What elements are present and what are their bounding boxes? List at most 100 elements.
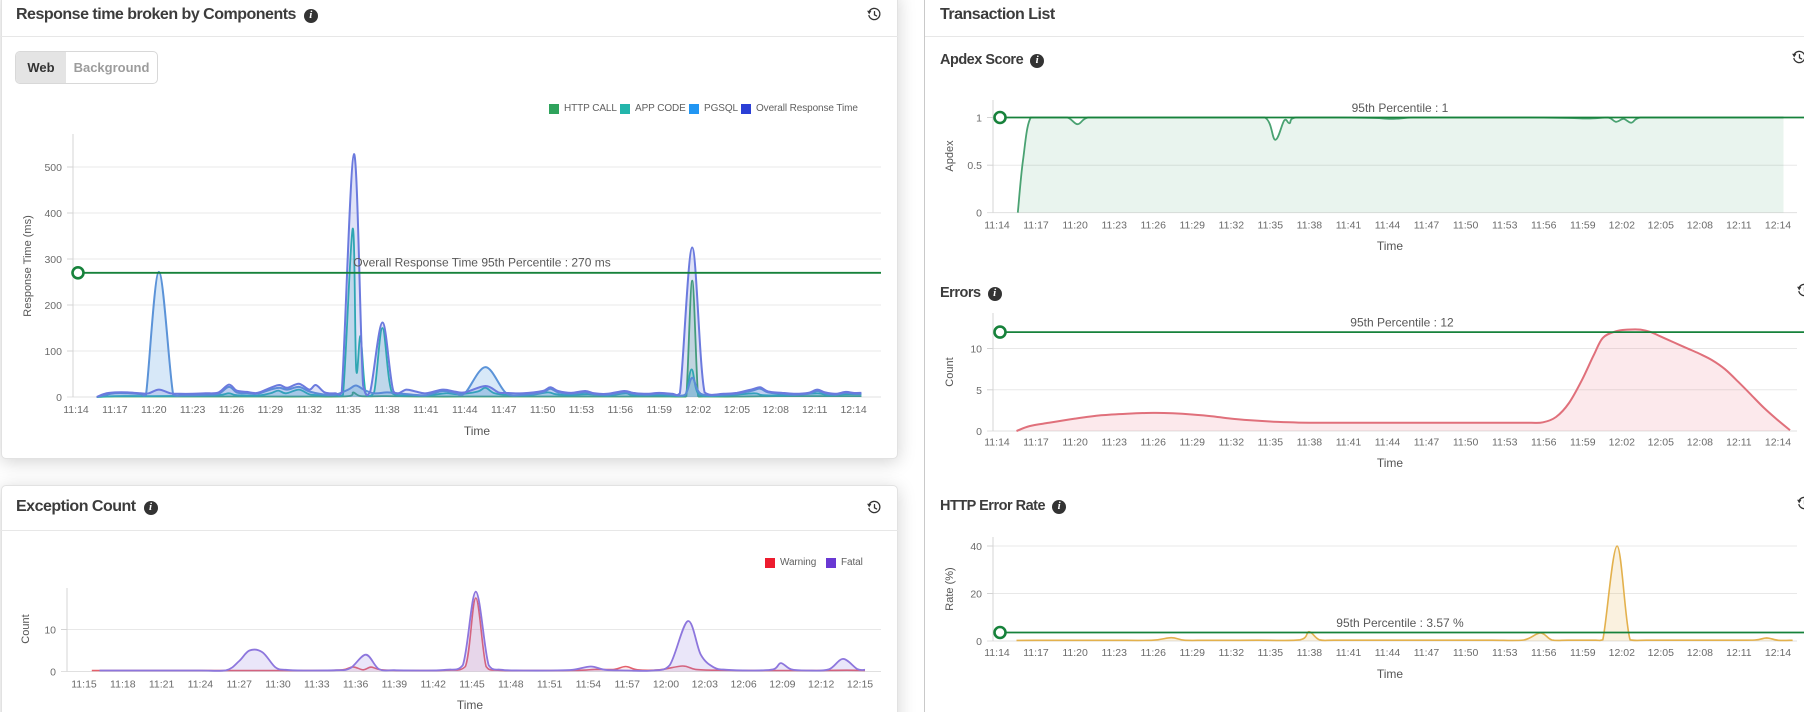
svg-text:0: 0 xyxy=(976,208,982,220)
svg-text:11:17: 11:17 xyxy=(1023,647,1049,659)
svg-text:95th Percentile : 3.57 %: 95th Percentile : 3.57 % xyxy=(1336,616,1464,630)
svg-text:12:08: 12:08 xyxy=(1687,647,1713,659)
svg-text:12:15: 12:15 xyxy=(847,679,873,691)
svg-text:11:38: 11:38 xyxy=(1297,437,1323,449)
svg-text:12:09: 12:09 xyxy=(769,679,795,691)
svg-text:12:11: 12:11 xyxy=(1726,647,1752,659)
svg-text:11:29: 11:29 xyxy=(258,404,284,416)
svg-text:10: 10 xyxy=(44,625,56,637)
svg-text:12:00: 12:00 xyxy=(653,679,679,691)
svg-text:11:26: 11:26 xyxy=(1140,647,1166,659)
svg-text:11:23: 11:23 xyxy=(1101,437,1127,449)
svg-text:11:51: 11:51 xyxy=(537,679,563,691)
svg-text:11:44: 11:44 xyxy=(1375,647,1401,659)
svg-text:12:03: 12:03 xyxy=(692,679,718,691)
svg-text:Time: Time xyxy=(1377,239,1404,253)
svg-text:11:20: 11:20 xyxy=(1062,220,1088,232)
svg-text:11:56: 11:56 xyxy=(1531,437,1557,449)
svg-text:11:41: 11:41 xyxy=(413,404,439,416)
svg-text:12:11: 12:11 xyxy=(1726,220,1752,232)
svg-text:Overall Response Time 95th Per: Overall Response Time 95th Percentile : … xyxy=(353,256,610,270)
svg-text:11:27: 11:27 xyxy=(226,679,252,691)
svg-text:11:14: 11:14 xyxy=(984,437,1010,449)
svg-text:12:08: 12:08 xyxy=(1687,437,1713,449)
svg-text:11:20: 11:20 xyxy=(1062,437,1088,449)
svg-text:12:02: 12:02 xyxy=(1609,647,1635,659)
svg-text:11:56: 11:56 xyxy=(1531,647,1557,659)
svg-text:1: 1 xyxy=(976,113,982,125)
svg-text:11:53: 11:53 xyxy=(1492,647,1518,659)
svg-text:11:26: 11:26 xyxy=(1140,437,1166,449)
svg-text:Apdex: Apdex xyxy=(944,140,956,172)
svg-text:11:17: 11:17 xyxy=(1023,437,1049,449)
svg-text:11:32: 11:32 xyxy=(1219,647,1245,659)
svg-text:11:41: 11:41 xyxy=(1336,437,1362,449)
svg-text:11:18: 11:18 xyxy=(110,679,136,691)
svg-text:12:06: 12:06 xyxy=(730,679,756,691)
svg-text:11:32: 11:32 xyxy=(297,404,323,416)
svg-text:12:05: 12:05 xyxy=(724,404,750,416)
svg-text:12:05: 12:05 xyxy=(1648,437,1674,449)
svg-text:11:50: 11:50 xyxy=(1453,647,1479,659)
svg-text:11:24: 11:24 xyxy=(188,679,214,691)
svg-text:11:47: 11:47 xyxy=(1414,437,1440,449)
svg-text:11:29: 11:29 xyxy=(1179,437,1205,449)
svg-text:12:11: 12:11 xyxy=(1726,437,1752,449)
svg-text:11:41: 11:41 xyxy=(1336,647,1362,659)
svg-text:500: 500 xyxy=(44,162,62,174)
svg-text:11:48: 11:48 xyxy=(498,679,524,691)
svg-text:11:54: 11:54 xyxy=(576,679,602,691)
svg-text:12:08: 12:08 xyxy=(763,404,789,416)
svg-text:Count: Count xyxy=(20,614,32,643)
svg-text:12:02: 12:02 xyxy=(1609,437,1635,449)
svg-text:200: 200 xyxy=(44,300,62,312)
svg-text:11:30: 11:30 xyxy=(265,679,291,691)
svg-text:40: 40 xyxy=(970,541,982,553)
svg-text:11:35: 11:35 xyxy=(1258,220,1284,232)
svg-text:300: 300 xyxy=(44,254,62,266)
svg-text:11:33: 11:33 xyxy=(304,679,330,691)
svg-text:11:50: 11:50 xyxy=(1453,437,1479,449)
svg-text:11:59: 11:59 xyxy=(1570,647,1596,659)
svg-text:11:44: 11:44 xyxy=(1375,220,1401,232)
svg-text:11:15: 11:15 xyxy=(71,679,97,691)
svg-text:11:39: 11:39 xyxy=(382,679,408,691)
svg-text:12:14: 12:14 xyxy=(1765,647,1791,659)
svg-text:12:02: 12:02 xyxy=(1609,220,1635,232)
svg-text:0: 0 xyxy=(56,392,62,404)
svg-text:0: 0 xyxy=(976,426,982,438)
svg-text:11:56: 11:56 xyxy=(1531,220,1557,232)
svg-text:11:17: 11:17 xyxy=(1023,220,1049,232)
svg-text:11:53: 11:53 xyxy=(569,404,595,416)
svg-text:11:36: 11:36 xyxy=(343,679,369,691)
svg-text:Rate (%): Rate (%) xyxy=(944,567,956,610)
svg-text:11:17: 11:17 xyxy=(102,404,128,416)
svg-text:11:26: 11:26 xyxy=(1140,220,1166,232)
svg-text:11:53: 11:53 xyxy=(1492,437,1518,449)
svg-text:12:05: 12:05 xyxy=(1648,220,1674,232)
svg-text:11:14: 11:14 xyxy=(63,404,89,416)
svg-text:11:38: 11:38 xyxy=(1297,220,1323,232)
svg-text:11:20: 11:20 xyxy=(1062,647,1088,659)
svg-text:Time: Time xyxy=(1377,456,1404,470)
svg-text:0: 0 xyxy=(50,667,56,679)
svg-text:95th Percentile : 1: 95th Percentile : 1 xyxy=(1352,101,1449,115)
svg-text:11:57: 11:57 xyxy=(614,679,640,691)
svg-text:11:20: 11:20 xyxy=(141,404,167,416)
svg-text:12:11: 12:11 xyxy=(802,404,828,416)
svg-text:100: 100 xyxy=(44,346,62,358)
svg-text:11:14: 11:14 xyxy=(984,647,1010,659)
svg-text:11:35: 11:35 xyxy=(1258,647,1284,659)
svg-text:11:42: 11:42 xyxy=(420,679,446,691)
svg-text:11:23: 11:23 xyxy=(180,404,206,416)
svg-text:95th Percentile : 12: 95th Percentile : 12 xyxy=(1350,316,1454,330)
svg-text:11:26: 11:26 xyxy=(219,404,245,416)
svg-text:12:02: 12:02 xyxy=(685,404,711,416)
svg-text:11:29: 11:29 xyxy=(1179,647,1205,659)
svg-text:12:08: 12:08 xyxy=(1687,220,1713,232)
svg-text:11:44: 11:44 xyxy=(1375,437,1401,449)
svg-text:12:05: 12:05 xyxy=(1648,647,1674,659)
svg-text:11:47: 11:47 xyxy=(1414,220,1440,232)
svg-text:11:56: 11:56 xyxy=(608,404,634,416)
svg-text:10: 10 xyxy=(970,344,982,356)
